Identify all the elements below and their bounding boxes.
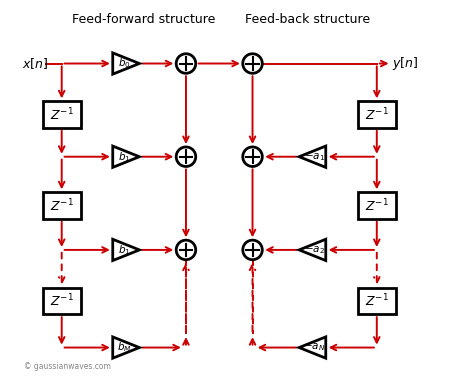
Text: $y[n]$: $y[n]$	[392, 55, 419, 72]
Text: $Z^{-1}$: $Z^{-1}$	[50, 293, 73, 309]
Text: Feed-forward structure: Feed-forward structure	[72, 13, 216, 25]
Text: $Z^{-1}$: $Z^{-1}$	[365, 197, 389, 214]
Text: $b_{M}$: $b_{M}$	[117, 340, 132, 355]
Text: $Z^{-1}$: $Z^{-1}$	[365, 106, 389, 123]
Circle shape	[176, 147, 196, 166]
Bar	[43, 101, 81, 128]
Polygon shape	[113, 337, 139, 358]
Text: $-a_{1}$: $-a_{1}$	[304, 151, 325, 163]
Text: $-a_{N}$: $-a_{N}$	[303, 342, 325, 353]
Text: $Z^{-1}$: $Z^{-1}$	[50, 197, 73, 214]
Text: $-a_{2}$: $-a_{2}$	[304, 244, 325, 256]
Bar	[358, 101, 396, 128]
Circle shape	[243, 54, 262, 73]
Text: $x[n]$: $x[n]$	[22, 56, 48, 71]
Polygon shape	[299, 239, 326, 261]
Circle shape	[243, 240, 262, 260]
Text: $b_{1}$: $b_{1}$	[118, 243, 130, 257]
Circle shape	[176, 240, 196, 260]
Text: $Z^{-1}$: $Z^{-1}$	[365, 293, 389, 309]
Text: Feed-back structure: Feed-back structure	[246, 13, 371, 25]
Polygon shape	[113, 146, 139, 167]
Circle shape	[176, 54, 196, 73]
Bar	[43, 192, 81, 219]
Bar	[358, 288, 396, 314]
Text: $Z^{-1}$: $Z^{-1}$	[50, 106, 73, 123]
Polygon shape	[113, 53, 139, 74]
Polygon shape	[299, 337, 326, 358]
Bar	[43, 288, 81, 314]
Polygon shape	[113, 239, 139, 261]
Polygon shape	[299, 146, 326, 167]
Text: $b_{0}$: $b_{0}$	[118, 57, 131, 70]
Text: $b_{1}$: $b_{1}$	[118, 150, 130, 164]
Circle shape	[243, 147, 262, 166]
Bar	[358, 192, 396, 219]
Text: © gaussianwaves.com: © gaussianwaves.com	[24, 362, 111, 371]
